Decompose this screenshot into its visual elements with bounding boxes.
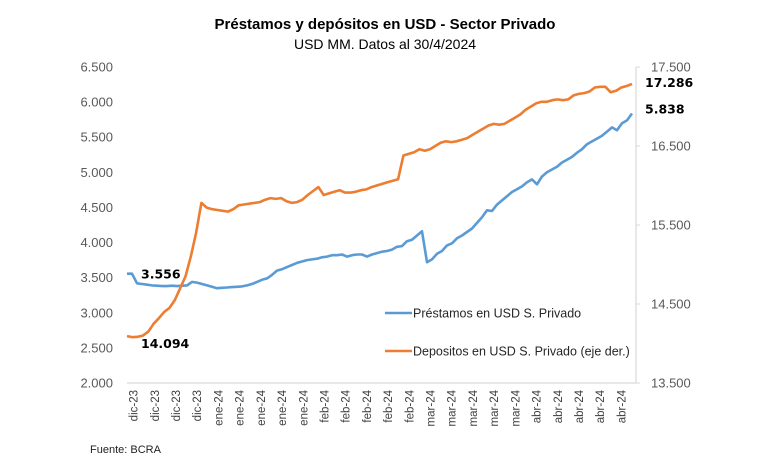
- x-tick-label: mar-24: [426, 389, 438, 426]
- x-tick-label: dic-23: [171, 390, 183, 421]
- left-y-tick-label: 4.000: [80, 235, 113, 250]
- data-labels: 3.556 5.838 14.094 17.286: [141, 75, 694, 351]
- chart-title: Préstamos y depósitos en USD - Sector Pr…: [214, 16, 556, 33]
- x-tick-label: abr-24: [532, 389, 544, 423]
- left-y-tick-label: 3.000: [80, 305, 113, 320]
- left-y-tick-label: 5.500: [80, 130, 113, 145]
- right-y-tick-label: 15.500: [651, 218, 691, 233]
- left-y-tick-label: 2.000: [80, 376, 113, 391]
- x-tick-label: abr-24: [595, 389, 607, 423]
- prestamos-line: [127, 112, 634, 290]
- depositos-end-label: 17.286: [645, 75, 694, 90]
- depositos-line: [126, 82, 633, 339]
- right-y-tick-label: 14.500: [651, 297, 691, 312]
- x-tick-label: abr-24: [574, 389, 586, 423]
- chart-subtitle: USD MM. Datos al 30/4/2024: [293, 36, 477, 52]
- x-tick-label: ene-24: [298, 389, 310, 425]
- x-tick-label: feb-24: [341, 389, 353, 422]
- x-tick-label: abr-24: [616, 389, 628, 423]
- x-tick-label: feb-24: [404, 389, 416, 422]
- x-tick-label: mar-24: [468, 389, 480, 426]
- prestamos-start-label: 3.556: [141, 267, 181, 282]
- x-tick-label: dic-23: [129, 390, 141, 421]
- left-y-tick-label: 6.500: [80, 60, 113, 75]
- prestamos-end-label: 5.838: [645, 101, 685, 116]
- x-tick-label: dic-23: [192, 390, 204, 421]
- x-tick-label: ene-24: [213, 389, 225, 425]
- x-tick-label: feb-24: [319, 389, 331, 422]
- x-tick-label: abr-24: [553, 389, 565, 423]
- x-tick-label: ene-24: [277, 389, 289, 425]
- left-y-tick-label: 5.000: [80, 165, 113, 180]
- x-tick-label: ene-24: [235, 389, 247, 425]
- left-y-tick-label: 6.000: [80, 95, 113, 110]
- legend: Préstamos en USD S. Privado Depositos en …: [385, 307, 630, 359]
- right-y-tick-label: 17.500: [651, 60, 691, 75]
- source-note: Fuente: BCRA: [90, 444, 161, 456]
- x-tick-label: mar-24: [447, 389, 459, 426]
- x-tick-label: feb-24: [383, 389, 395, 422]
- right-y-tick-label: 16.500: [651, 139, 691, 154]
- legend-label-depositos: Depositos en USD S. Privado (eje der.): [413, 345, 630, 359]
- left-y-tick-label: 4.500: [80, 200, 113, 215]
- series-lines: [126, 82, 634, 339]
- axes: 2.000 2.500 3.000 3.500 4.000 4.500 5.000 5.500…: [80, 60, 690, 427]
- legend-label-prestamos: Préstamos en USD S. Privado: [413, 307, 581, 321]
- x-tick-label: mar-24: [510, 389, 522, 426]
- x-tick-label: mar-24: [489, 389, 501, 426]
- left-y-tick-label: 2.500: [80, 340, 113, 355]
- right-y-tick-label: 13.500: [651, 376, 691, 391]
- x-tick-label: feb-24: [362, 389, 374, 422]
- depositos-start-label: 14.094: [141, 336, 190, 351]
- x-tick-label: ene-24: [256, 389, 268, 425]
- left-y-tick-label: 3.500: [80, 270, 113, 285]
- x-tick-label: dic-23: [150, 390, 162, 421]
